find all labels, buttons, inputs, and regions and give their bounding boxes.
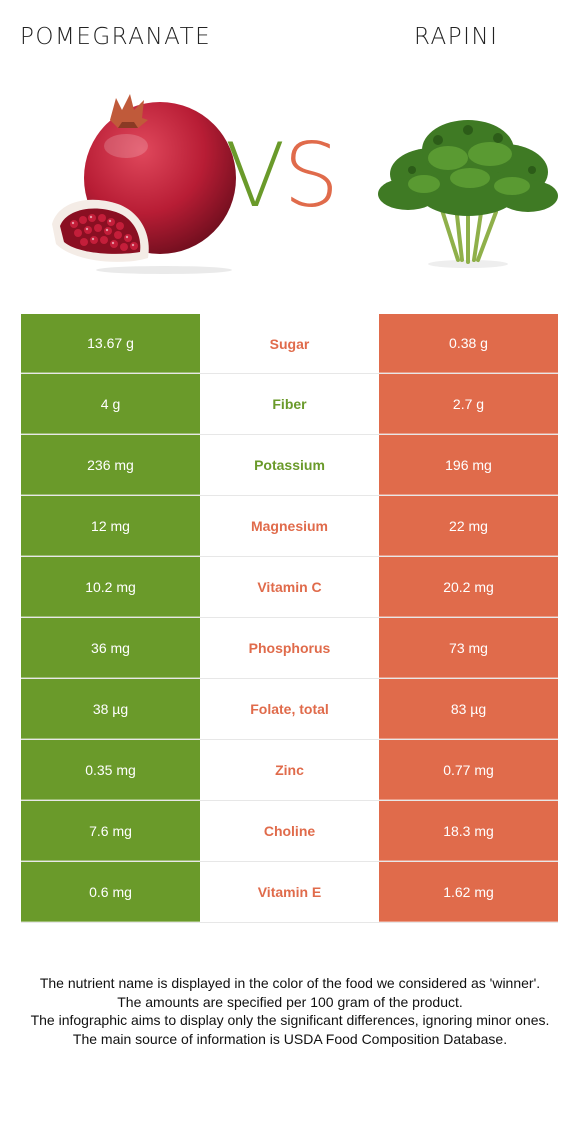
left-value: 236 mg: [21, 435, 200, 495]
left-value: 4 g: [21, 374, 200, 434]
left-value: 10.2 mg: [21, 557, 200, 617]
left-value: 36 mg: [21, 618, 200, 678]
footnote: The nutrient name is displayed in the co…: [16, 974, 564, 1048]
left-food-title: POMEGRANATE: [20, 24, 212, 50]
footnote-line-1: The nutrient name is displayed in the co…: [39, 975, 541, 991]
left-value: 12 mg: [21, 496, 200, 556]
nutrient-name: Vitamin E: [200, 862, 379, 922]
table-row: 12 mg Magnesium 22 mg: [21, 496, 558, 557]
left-value: 13.67 g: [21, 314, 200, 373]
right-value: 2.7 g: [379, 374, 558, 434]
nutrient-name: Potassium: [200, 435, 379, 495]
right-value: 83 µg: [379, 679, 558, 739]
right-value: 1.62 mg: [379, 862, 558, 922]
table-row: 0.6 mg Vitamin E 1.62 mg: [21, 862, 558, 923]
left-value: 7.6 mg: [21, 801, 200, 861]
left-value: 38 µg: [21, 679, 200, 739]
right-value: 18.3 mg: [379, 801, 558, 861]
pomegranate-image: [52, 94, 236, 274]
left-value: 0.35 mg: [21, 740, 200, 800]
left-value: 0.6 mg: [21, 862, 200, 922]
table-row: 13.67 g Sugar 0.38 g: [21, 314, 558, 374]
nutrient-name: Zinc: [200, 740, 379, 800]
footnote-line-2: The amounts are specified per 100 gram o…: [117, 993, 463, 1010]
table-row: 236 mg Potassium 196 mg: [21, 435, 558, 496]
nutrient-name: Phosphorus: [200, 618, 379, 678]
vs-s: S: [283, 124, 339, 227]
rapini-image: [378, 120, 558, 268]
footnote-line-4: The main source of information is USDA F…: [72, 1030, 508, 1047]
nutrient-name: Choline: [200, 801, 379, 861]
right-value: 0.38 g: [379, 314, 558, 373]
footnote-line-3: The infographic aims to display only the…: [30, 1012, 550, 1028]
right-value: 73 mg: [379, 618, 558, 678]
table-row: 4 g Fiber 2.7 g: [21, 374, 558, 435]
nutrient-name: Magnesium: [200, 496, 379, 556]
nutrient-name: Folate, total: [200, 679, 379, 739]
nutrient-name: Vitamin C: [200, 557, 379, 617]
table-row: 10.2 mg Vitamin C 20.2 mg: [21, 557, 558, 618]
table-row: 38 µg Folate, total 83 µg: [21, 679, 558, 740]
right-value: 0.77 mg: [379, 740, 558, 800]
right-food-title: RAPINI: [414, 24, 499, 50]
vs-v: V: [225, 124, 285, 227]
right-value: 22 mg: [379, 496, 558, 556]
vs-label: VS: [225, 132, 339, 220]
nutrient-name: Sugar: [200, 314, 379, 373]
right-value: 196 mg: [379, 435, 558, 495]
table-row: 36 mg Phosphorus 73 mg: [21, 618, 558, 679]
table-row: 0.35 mg Zinc 0.77 mg: [21, 740, 558, 801]
nutrient-name: Fiber: [200, 374, 379, 434]
right-value: 20.2 mg: [379, 557, 558, 617]
table-row: 7.6 mg Choline 18.3 mg: [21, 801, 558, 862]
